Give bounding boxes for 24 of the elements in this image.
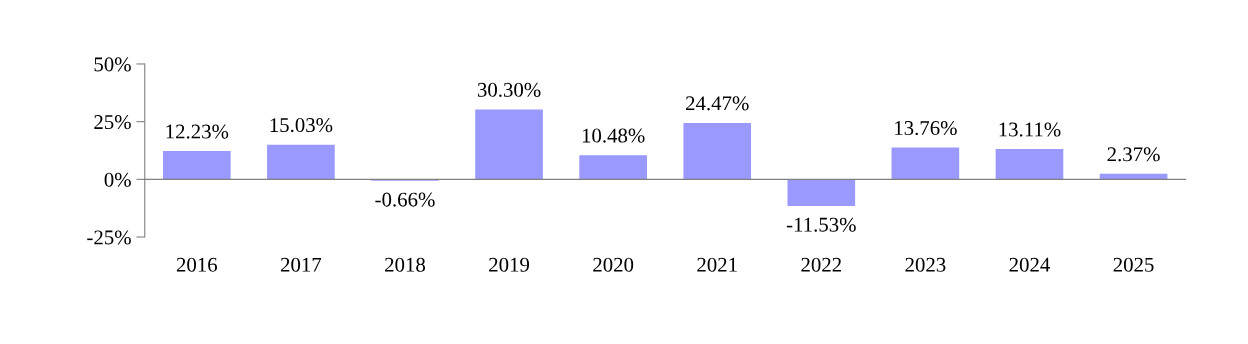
data-label: 10.48% — [582, 128, 645, 143]
x-tick-label: 2024 — [1009, 257, 1050, 272]
x-tick-label: 2017 — [280, 257, 322, 272]
x-tick-label: 2022 — [801, 257, 841, 272]
x-tick-label: 2018 — [385, 257, 426, 272]
data-label: -0.66% — [375, 192, 435, 207]
x-tick-label: 2023 — [905, 257, 946, 272]
data-label: 30.30% — [477, 82, 541, 97]
x-tick-label: 2019 — [489, 257, 530, 272]
y-tick-label: 0% — [104, 172, 131, 187]
y-tick-label: -25% — [87, 230, 131, 245]
y-tick-label: 50% — [94, 57, 131, 72]
y-tick-label: 25% — [94, 115, 131, 130]
data-label: 15.03% — [270, 118, 333, 133]
x-tick-label: 2025 — [1113, 257, 1154, 272]
data-label: 12.23% — [166, 124, 229, 139]
x-tick-label: 2021 — [697, 257, 737, 272]
data-label: 13.76% — [895, 120, 957, 136]
data-label: 24.47% — [686, 96, 749, 111]
x-tick-label: 2020 — [593, 257, 634, 272]
data-label: 13.11% — [999, 122, 1061, 137]
data-label: -11.53% — [786, 217, 856, 232]
x-tick-label: 2016 — [176, 257, 218, 272]
data-label: 2.37% — [1107, 147, 1160, 162]
